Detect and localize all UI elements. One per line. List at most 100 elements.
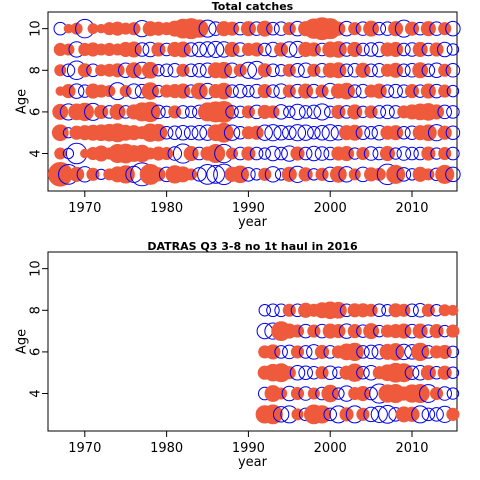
bubble-point [213,101,235,123]
bubble-point [298,83,314,99]
bubble-point [61,84,76,99]
bubble-point [435,164,455,184]
bubble-point [151,104,166,120]
bubble-point [397,63,411,78]
bubble-point [347,84,362,98]
bubble-point [134,42,150,57]
bubble-point [437,104,453,120]
bubble-point [429,407,444,422]
bubble-point [274,345,288,359]
bubble-point [125,41,142,58]
bubble-point [445,125,461,140]
bubble-point [446,43,460,56]
bubble-point [283,105,296,119]
bubble-point [282,366,296,380]
bubble-point [225,84,239,98]
bubble-point [446,407,460,421]
bubble-point [446,366,460,379]
bubble-point [445,63,461,78]
bubble-point [258,304,271,317]
bubble-point [183,125,199,140]
bubble-point [167,146,183,161]
bubble-point [273,104,289,120]
bubble-point [289,103,306,121]
bubble-point [446,387,460,400]
bubble-point [86,167,100,181]
bubble-point [436,41,453,58]
bubble-point [184,63,198,78]
bubble-point [241,167,256,182]
x-tick-label: 2000 [314,441,347,456]
bubble-point [225,105,239,119]
bubble-point [62,43,75,56]
bubble-point [364,386,378,401]
bubble-point [70,22,83,35]
bubble-series [47,17,461,187]
bubble-point [313,103,331,121]
bubble-point [232,83,248,99]
bubble-point [110,63,125,78]
x-tick-label: 2000 [314,201,347,216]
bubble-point [241,105,255,119]
bubble-point [307,324,321,338]
bubble-point [315,167,329,181]
bubble-point [429,42,444,57]
bubble-point [322,365,338,380]
y-tick-label: 8 [29,66,44,74]
bubble-point [249,146,264,161]
bubble-point [258,167,272,181]
bubble-point [396,146,412,161]
bubble-point [372,167,386,181]
y-tick-label: 6 [29,348,44,356]
bubble-point [242,84,255,98]
bubble-point [348,168,361,181]
bubble-point [330,41,347,58]
bubble-point [389,147,402,160]
y-tick-label: 4 [29,389,44,397]
bubble-point [256,124,273,141]
bubble-point [420,21,436,37]
bubble-point [445,166,461,183]
bubble-point [199,41,216,58]
y-tick-label: 4 [29,149,44,157]
bubble-point [306,104,322,120]
bubble-point [68,83,85,99]
bubble-point [152,64,165,77]
bubble-point [355,125,371,140]
bubble-point [297,124,314,141]
bubble-point [380,104,395,120]
bubble-point [364,125,378,140]
bubble-point [191,124,208,141]
bubble-point [239,61,258,79]
chart-panel-1: 1970 1980 1990 2000 2010 4 6 8 10 Total catches ye… [15,0,461,230]
bubble-point [372,105,387,119]
bubble-point [206,144,226,164]
bubble-point [258,42,272,57]
bubble-point [282,125,297,140]
bubble-point [372,303,387,318]
bubble-point [396,323,412,339]
bubble-point [397,42,411,57]
bubble-point [332,387,345,400]
bubble-point [321,384,340,403]
x-tick-label: 1990 [232,201,265,216]
bubble-point [264,166,282,183]
bubble-point [62,147,75,160]
bubble-point [307,125,321,140]
bubble-point [266,303,280,318]
bubble-point [184,105,198,119]
bubble-series [255,301,460,425]
bubble-point [69,166,85,182]
bubble-point [346,124,363,141]
bubble-point [290,324,305,338]
bubble-point [273,124,289,141]
x-axis-label: year [238,215,268,230]
y-tick-label: 10 [29,260,44,277]
bubble-point [446,146,460,161]
bubble-point [54,147,67,160]
bubble-point [348,22,362,36]
bubble-point [298,345,313,359]
bubble-point [126,83,142,99]
bubble-point [223,124,241,141]
bubble-point [264,124,282,142]
